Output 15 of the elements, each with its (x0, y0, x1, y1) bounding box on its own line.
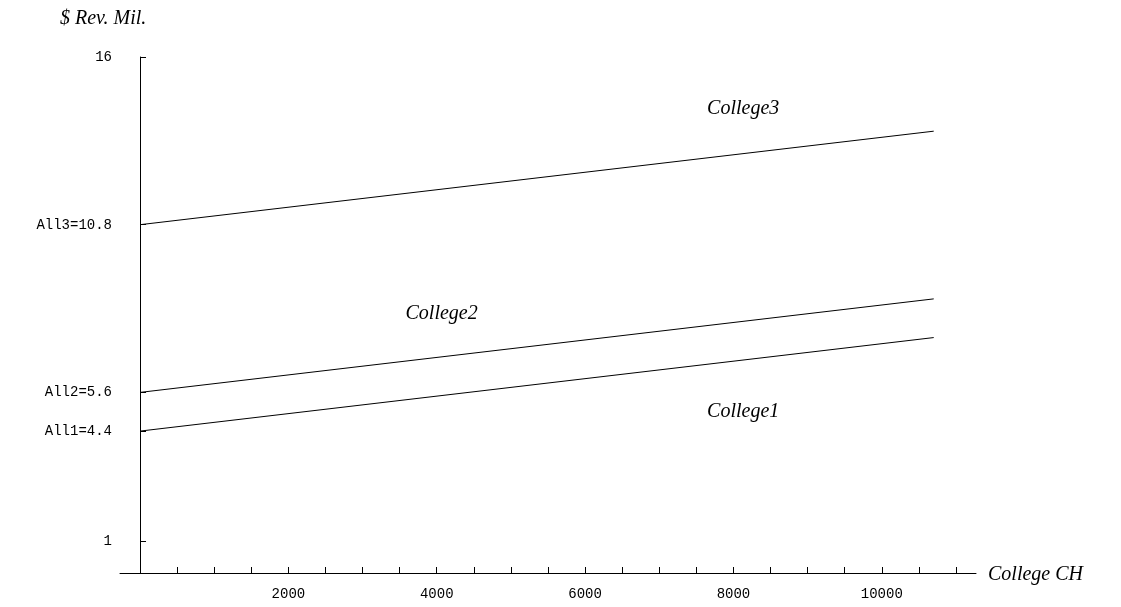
series-label: College3 (707, 95, 780, 119)
y-tick-label: All2=5.6 (44, 384, 112, 401)
y-tick-label: 1 (103, 532, 112, 549)
x-tick-label: 6000 (568, 586, 602, 602)
x-tick-label: 10000 (860, 586, 903, 602)
x-tick-label: 8000 (716, 586, 751, 602)
x-tick-label: 2000 (271, 586, 306, 602)
y-tick-label: 16 (95, 49, 112, 65)
y-axis-title: $ Rev. Mil. (60, 6, 147, 28)
x-tick-label: 4000 (419, 586, 454, 602)
y-tick-label: All3=10.8 (36, 216, 112, 233)
series-label: College2 (405, 300, 478, 324)
y-tick-label: All1=4.4 (44, 423, 112, 440)
series-label: College1 (707, 399, 780, 423)
x-axis-title: College CH (988, 562, 1085, 585)
